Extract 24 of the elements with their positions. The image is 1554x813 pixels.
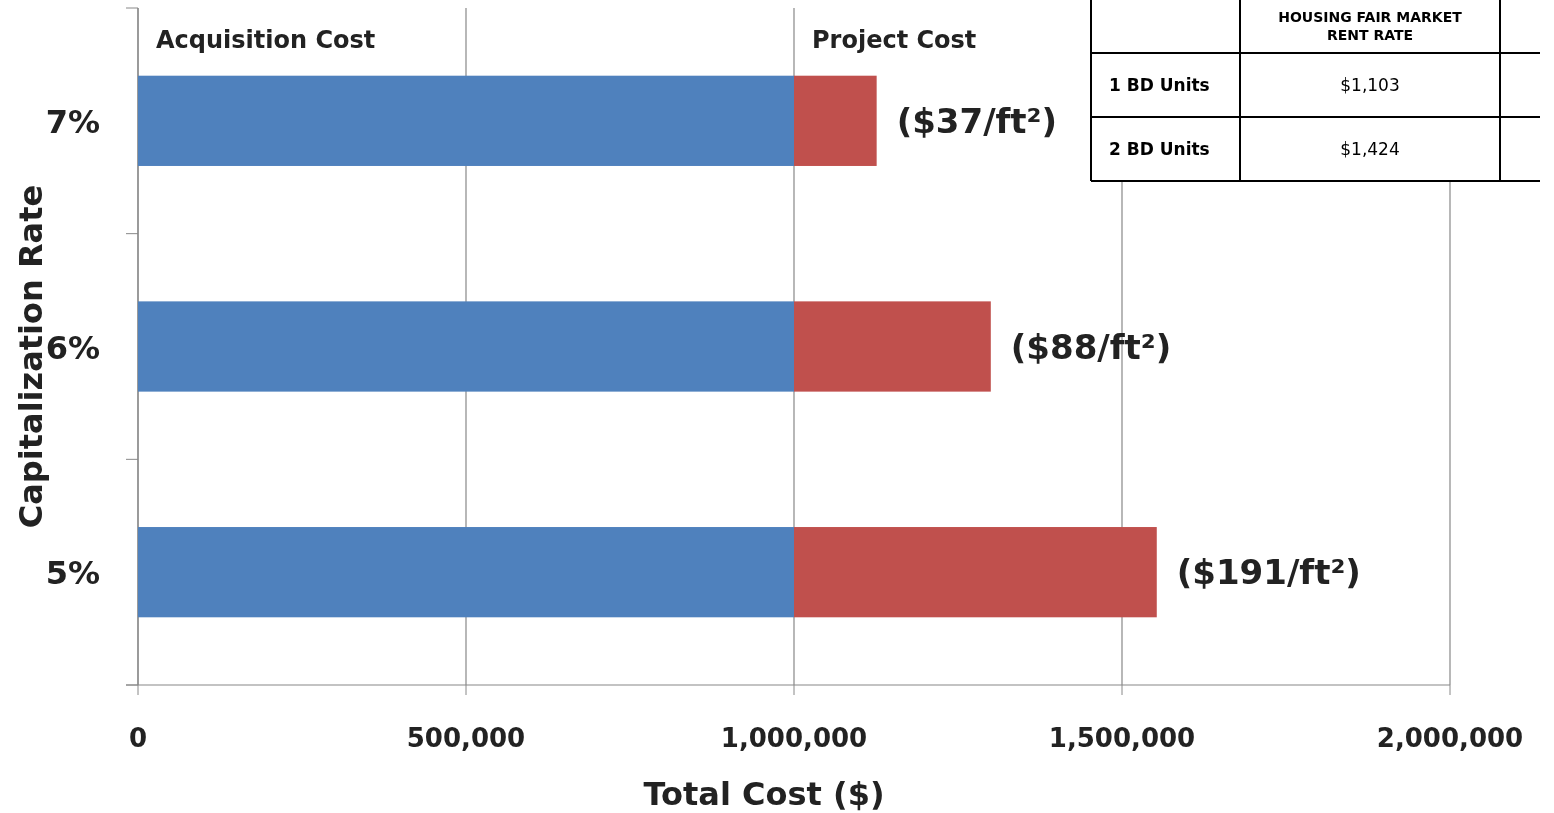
annotation: $1,103 — [1340, 75, 1400, 95]
bar — [138, 75, 794, 166]
x-tick-label: 2,000,000 — [1376, 723, 1524, 753]
annotation: ($37/ft²) — [896, 100, 1058, 141]
x-axis-title: Total Cost ($) — [643, 775, 885, 813]
bar — [794, 301, 991, 392]
y-tick-label: 5% — [45, 554, 100, 593]
annotation: 2 BD Units — [1109, 139, 1210, 159]
x-tick-label: 1,000,000 — [720, 723, 868, 753]
y-tick-label: 7% — [45, 102, 100, 141]
bar — [794, 75, 877, 166]
annotation: 1 BD Units — [1109, 75, 1210, 95]
annotation: ($191/ft²) — [1176, 552, 1361, 593]
bar — [138, 527, 794, 618]
bar — [138, 301, 794, 392]
x-tick-label: 500,000 — [406, 723, 526, 753]
series-label: Project Cost — [812, 26, 977, 54]
annotation: ($88/ft²) — [1010, 326, 1172, 367]
x-tick-label: 1,500,000 — [1048, 723, 1196, 753]
x-tick-label: 0 — [128, 723, 148, 753]
bar — [794, 527, 1157, 618]
series-label: Acquisition Cost — [156, 26, 376, 54]
annotation: $1,424 — [1340, 139, 1400, 159]
annotation: HOUSING FAIR MARKET RENT RATE — [1278, 9, 1463, 43]
